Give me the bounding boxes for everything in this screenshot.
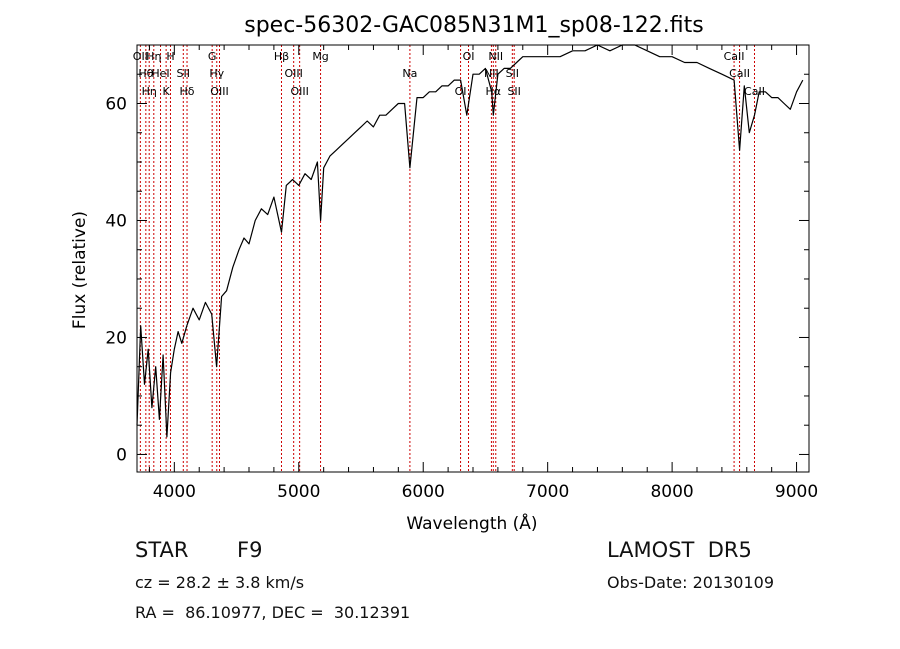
plot-frame [136,44,810,473]
x-tick-label: 9000 [775,482,818,502]
spectral-line-label: Hγ [209,67,224,80]
spectral-line-label: Hη [142,85,157,98]
spectral-line-label: Hδ [180,85,195,98]
redshift-cz: cz = 28.2 ± 3.8 km/s [135,573,305,592]
spectral-line-label: OIII [210,85,228,98]
spectral-line-label: K [163,85,171,98]
x-tick-label: 5000 [277,482,320,502]
object-subclass: F9 [237,538,263,562]
spectral-line-label: CaII [729,67,750,80]
spectral-line-label: Hθ [138,67,153,80]
object-type: STAR [135,538,189,562]
spectral-line-label: Na [402,67,417,80]
spectral-line-label: NII [488,50,503,63]
spectral-line-label: SII [506,67,519,80]
spectral-line-label: OI [463,50,475,63]
x-tick-label: 6000 [402,482,445,502]
spectrum-series-line [136,44,804,438]
coordinates-ra-dec: RA = 86.10977, DEC = 30.12391 [135,603,411,622]
y-tick-label: 60 [105,94,127,114]
y-tick-label: 40 [105,211,127,231]
spectral-line-label: OIII [290,85,308,98]
spectral-line-label: OI [455,85,467,98]
x-tick-label: 4000 [153,482,196,502]
y-axis-label: Flux (relative) [70,211,90,329]
x-tick-label: 8000 [650,482,693,502]
spectral-line-label: CaII [724,50,745,63]
spectral-line-label: Hβ [274,50,289,63]
y-tick-label: 20 [105,328,127,348]
spectral-line-label: Mg [312,50,328,63]
spectral-line-label: H [166,50,174,63]
chart-title: spec-56302-GAC085N31M1_sp08-122.fits [244,13,704,38]
x-tick-label: 7000 [526,482,569,502]
spectral-line-label: Hη [146,50,161,63]
spectral-line-label: Hα [486,85,502,98]
spectral-line-label: OIII [284,67,302,80]
observation-date: Obs-Date: 20130109 [607,573,775,592]
spectral-line-label: CaII [744,85,765,98]
x-axis-label: Wavelength (Å) [406,512,537,534]
survey-name: LAMOST DR5 [607,538,752,562]
spectral-line-label: G [208,50,217,63]
spectral-line-label: HeI [151,67,169,80]
spectral-line-label: SII [177,67,190,80]
spectral-line-label: SII [507,85,520,98]
y-tick-label: 0 [116,445,127,465]
